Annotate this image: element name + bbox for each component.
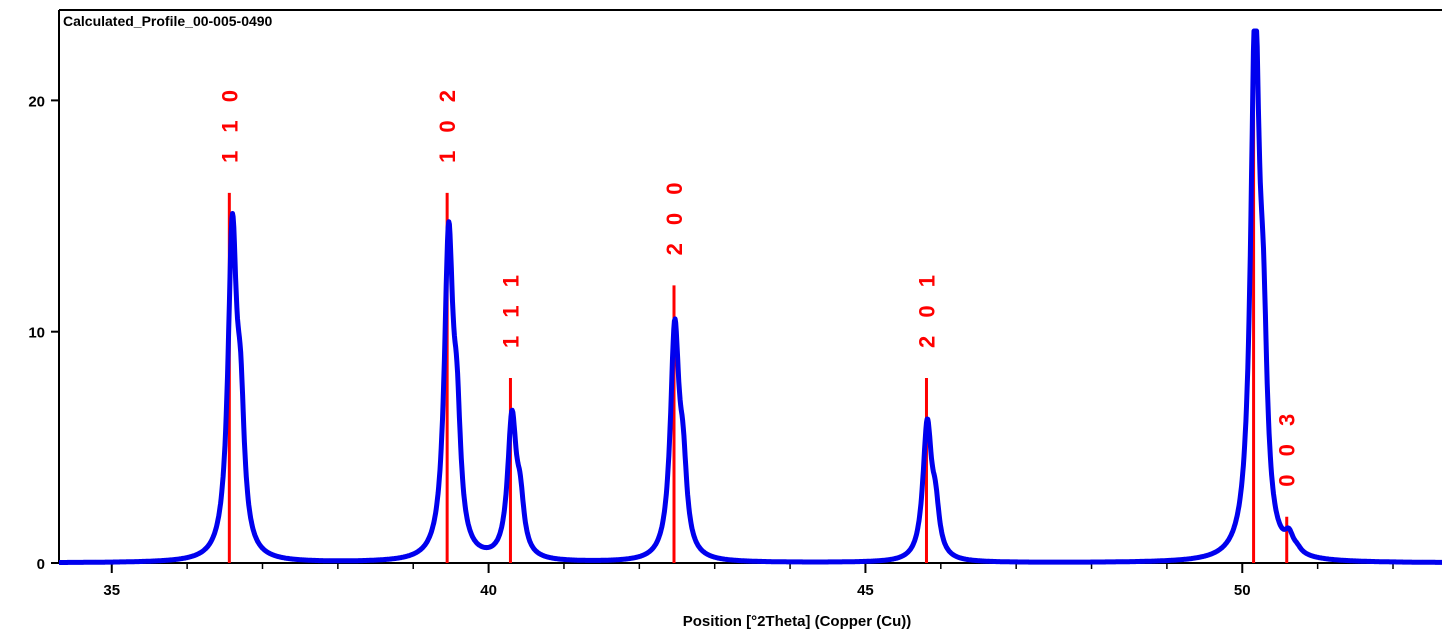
profile-line bbox=[57, 28, 1442, 565]
y-tick-label-10: 10 bbox=[28, 325, 45, 342]
x-axis-ticks: 35 40 45 50 bbox=[103, 563, 1394, 599]
y-axis-ticks: 0 10 20 bbox=[28, 93, 59, 573]
stick-label-112: 1 1 2 bbox=[1242, 0, 1267, 1]
x-tick-label-35: 35 bbox=[103, 582, 120, 599]
stick-label-200: 2 0 0 bbox=[662, 176, 687, 255]
profile-series bbox=[57, 28, 1442, 565]
x-tick-label-50: 50 bbox=[1234, 582, 1251, 599]
stick-label-102: 1 0 2 bbox=[435, 84, 460, 163]
x-tick-label-45: 45 bbox=[857, 582, 874, 599]
chart-title: Calculated_Profile_00-005-0490 bbox=[63, 13, 273, 29]
stick-label-003: 0 0 3 bbox=[1275, 408, 1300, 487]
stick-label-110: 1 1 0 bbox=[217, 84, 242, 163]
x-axis-title: Position [°2Theta] (Copper (Cu)) bbox=[683, 613, 911, 630]
plot-frame bbox=[58, 9, 1442, 564]
x-tick-label-40: 40 bbox=[480, 582, 497, 599]
reference-sticks bbox=[227, 31, 1289, 563]
y-tick-label-20: 20 bbox=[28, 93, 45, 110]
y-tick-label-0: 0 bbox=[37, 556, 45, 573]
stick-label-201: 2 0 1 bbox=[914, 269, 939, 348]
stick-label-111: 1 1 1 bbox=[498, 269, 523, 348]
stick-labels: 1 1 0 1 0 2 1 1 1 2 0 0 2 0 1 1 1 2 0 0 3 bbox=[217, 0, 1299, 487]
